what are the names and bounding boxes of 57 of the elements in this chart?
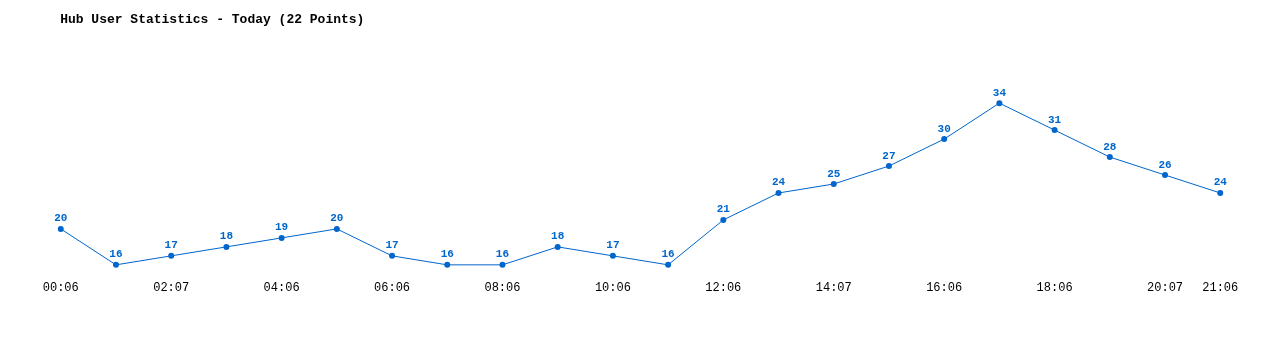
x-tick-label: 10:06 (594, 281, 631, 295)
data-label: 17 (164, 239, 178, 252)
data-label: 19 (275, 221, 289, 234)
x-tick-label: 04:06 (263, 281, 300, 295)
x-tick-label: 00:06 (42, 281, 79, 295)
point (1106, 154, 1113, 161)
point (223, 243, 230, 250)
point (941, 136, 948, 143)
point (499, 261, 506, 268)
data-label: 18 (219, 230, 234, 243)
point (389, 252, 396, 259)
point (554, 243, 561, 250)
data-label: 27 (882, 149, 896, 162)
x-tick-label: 14:07 (815, 281, 852, 295)
point (885, 163, 892, 170)
x-tick-label: 08:06 (484, 281, 521, 295)
point (720, 216, 727, 223)
data-label: 34 (992, 86, 1007, 99)
point (57, 225, 64, 232)
point (1162, 172, 1169, 179)
point (333, 225, 340, 232)
data-label: 17 (606, 239, 620, 252)
x-tick-label: 21:06 (1202, 281, 1239, 295)
data-label: 20 (330, 212, 344, 225)
data-label: 18 (551, 230, 565, 243)
data-label: 21 (716, 203, 731, 216)
point (996, 100, 1003, 107)
data-label: 16 (661, 248, 675, 261)
x-tick-label: 20:07 (1147, 281, 1184, 295)
point (609, 252, 616, 259)
data-label: 16 (109, 248, 123, 261)
data-label: 25 (827, 167, 841, 180)
x-tick-label: 12:06 (705, 281, 742, 295)
point (168, 252, 175, 259)
point (1217, 189, 1224, 196)
data-label: 16 (440, 248, 454, 261)
x-tick-label: 02:07 (153, 281, 190, 295)
point (278, 234, 285, 241)
data-label: 16 (495, 248, 510, 261)
data-label: 24 (771, 176, 786, 189)
data-label: 28 (1103, 140, 1117, 153)
x-tick-label: 18:06 (1036, 281, 1073, 295)
x-tick-label: 06:06 (374, 281, 411, 295)
chart-title: Hub User Statistics - Today (22 Points) (60, 12, 365, 28)
data-label: 31 (1048, 113, 1062, 126)
point (112, 261, 119, 268)
x-tick-label: 16:06 (926, 281, 963, 295)
point (665, 261, 672, 268)
point (775, 189, 782, 196)
data-label: 30 (937, 122, 951, 135)
data-label: 24 (1213, 176, 1228, 189)
data-label: 17 (385, 239, 399, 252)
point (444, 261, 451, 268)
data-label: 26 (1158, 158, 1172, 171)
point (830, 181, 837, 187)
point (1051, 127, 1058, 134)
data-label: 20 (54, 212, 68, 225)
